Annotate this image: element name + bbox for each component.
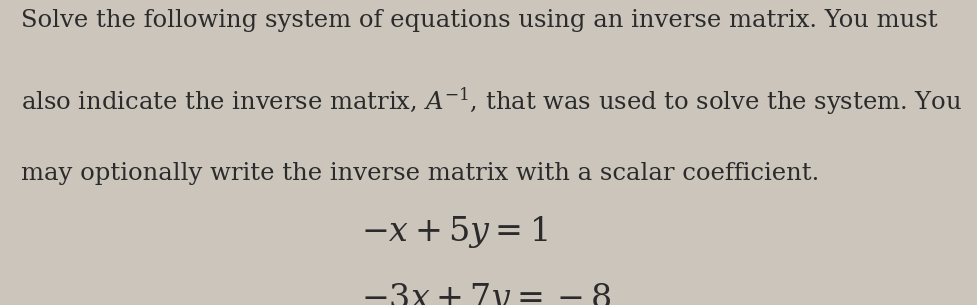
Text: may optionally write the inverse matrix with a scalar coefficient.: may optionally write the inverse matrix …	[21, 162, 820, 185]
Text: $-3x+7y=-8$: $-3x+7y=-8$	[361, 281, 613, 305]
Text: also indicate the inverse matrix, $A^{-1}$, that was used to solve the system. Y: also indicate the inverse matrix, $A^{-1…	[21, 85, 962, 117]
Text: Solve the following system of equations using an inverse matrix. You must: Solve the following system of equations …	[21, 9, 938, 32]
Text: $-x+5y=1$: $-x+5y=1$	[361, 214, 548, 249]
